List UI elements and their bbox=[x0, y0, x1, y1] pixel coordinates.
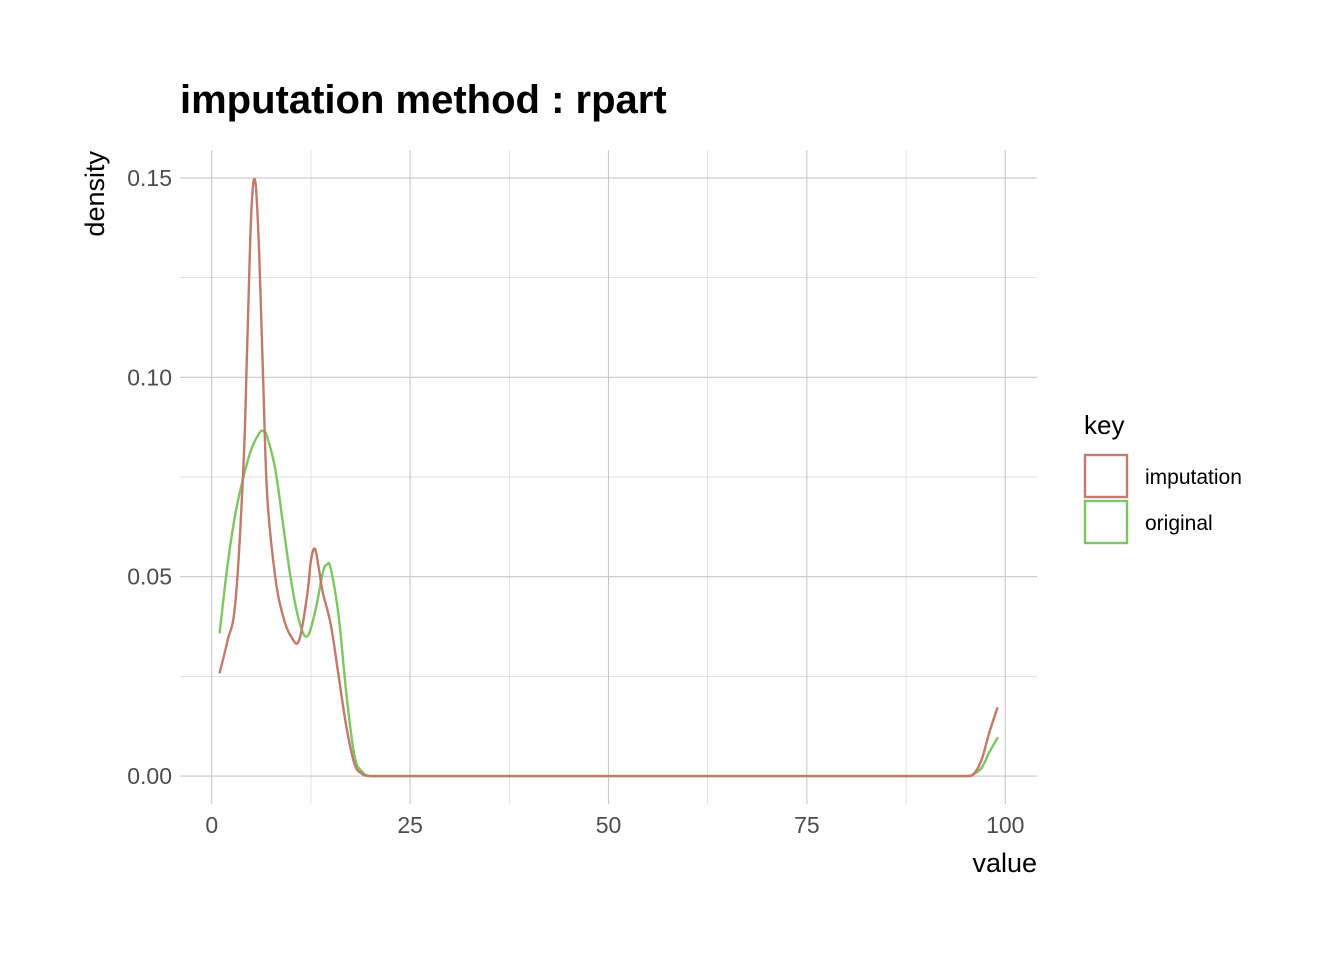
series-lines bbox=[218, 177, 999, 778]
x-tick-label: 50 bbox=[596, 812, 622, 838]
y-tick-label: 0.00 bbox=[127, 763, 172, 789]
legend-title: key bbox=[1084, 410, 1124, 440]
grid-lines bbox=[180, 150, 1037, 804]
x-tick-label: 0 bbox=[205, 812, 218, 838]
legend: key imputation original bbox=[1083, 410, 1242, 545]
x-axis-tick-labels: 0 25 50 75 100 bbox=[205, 812, 1024, 838]
y-axis-title: density bbox=[80, 151, 110, 237]
y-axis-tick-labels: 0.00 0.05 0.10 0.15 bbox=[127, 165, 172, 789]
legend-entry-original: original bbox=[1083, 499, 1213, 545]
legend-key-original bbox=[1083, 499, 1129, 545]
chart-title: imputation method : rpart bbox=[180, 78, 667, 122]
legend-key-imputation bbox=[1083, 453, 1129, 499]
y-tick-label: 0.15 bbox=[127, 165, 172, 191]
y-tick-label: 0.10 bbox=[127, 364, 172, 390]
x-axis-title: value bbox=[972, 848, 1037, 878]
y-tick-label: 0.05 bbox=[127, 564, 172, 590]
x-tick-label: 25 bbox=[397, 812, 423, 838]
series-line-imputation bbox=[218, 177, 999, 778]
legend-label-imputation: imputation bbox=[1145, 466, 1242, 489]
legend-entry-imputation: imputation bbox=[1083, 453, 1242, 499]
x-tick-label: 100 bbox=[986, 812, 1024, 838]
legend-label-original: original bbox=[1145, 512, 1213, 535]
x-tick-label: 75 bbox=[794, 812, 820, 838]
